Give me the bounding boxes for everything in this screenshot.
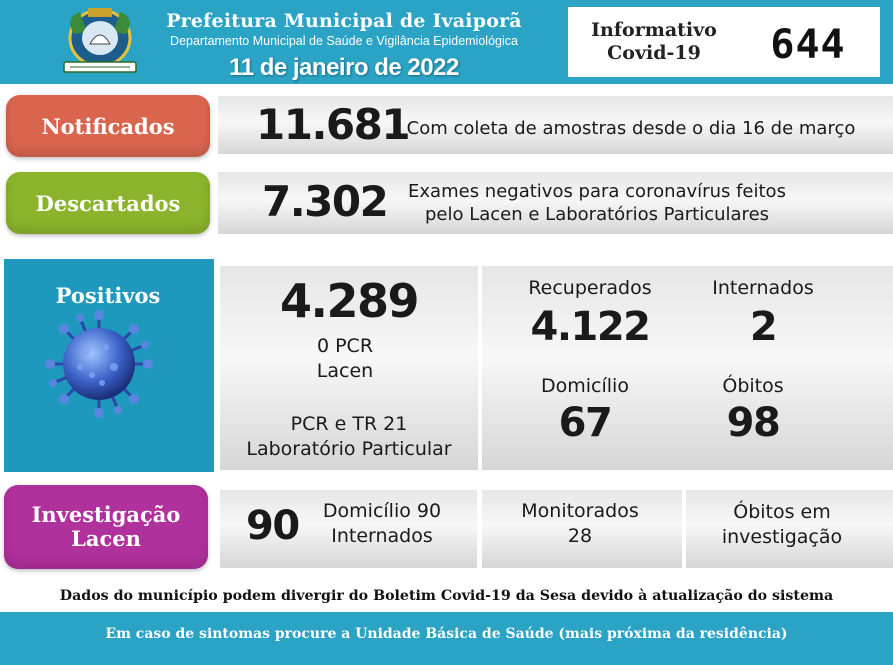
municipal-crest-icon — [63, 8, 137, 73]
informativo-number: 644 — [770, 22, 846, 68]
recuperados-label: Recuperados — [528, 277, 652, 299]
informativo-label-line1: Informativo — [591, 19, 717, 41]
notificados-value: 11.681 — [256, 100, 411, 149]
domicilio-value: 67 — [558, 400, 613, 446]
pcr-lacen-line1: 0 PCR — [316, 335, 374, 357]
footer-bar — [0, 612, 893, 665]
descartados-value: 7.302 — [262, 177, 389, 226]
monitorados-label: Monitorados — [521, 500, 639, 522]
obitos-value: 98 — [726, 400, 781, 446]
monitorados-panel — [482, 490, 682, 568]
coronavirus-icon — [45, 310, 153, 418]
descartados-description: Exames negativos para coronavírus feitos… — [392, 180, 802, 226]
informativo-label: Informativo Covid-19 — [580, 19, 728, 65]
obitos-investigacao: Óbitos em investigação — [686, 500, 878, 550]
obitos-investigacao-line1: Óbitos em — [733, 501, 831, 523]
monitorados: Monitorados 28 — [482, 499, 678, 549]
investigacao-domicilio: Domicílio 90 — [322, 500, 442, 522]
informativo-box: Informativo Covid-19 644 — [568, 7, 880, 77]
descartados-panel — [218, 172, 893, 234]
footer-banner: Em caso de sintomas procure a Unidade Bá… — [105, 626, 788, 642]
positivos-panel — [220, 266, 478, 470]
outcomes-panel — [482, 266, 893, 470]
monitorados-value: 28 — [567, 525, 593, 547]
recuperados-value: 4.122 — [530, 304, 651, 350]
positivos-value: 4.289 — [279, 274, 420, 328]
notificados-badge: Notificados — [6, 95, 210, 157]
obitos-investigacao-line2: investigação — [721, 526, 843, 548]
pcr-particular-line1: PCR e TR 21 — [290, 413, 408, 435]
investigacao-badge: Investigação Lacen — [4, 485, 208, 569]
internados-label: Internados — [712, 277, 814, 299]
descartados-description-line2: pelo Lacen e Laboratórios Particulares — [424, 204, 770, 225]
investigacao-details: Domicílio 90 Internados — [312, 499, 452, 549]
investigacao-value: 90 — [246, 503, 300, 549]
informativo-label-line2: Covid-19 — [607, 42, 701, 64]
investigacao-label-line2: Lacen — [71, 526, 141, 551]
obitos-label: Óbitos — [722, 375, 784, 397]
notificados-description: Com coleta de amostras desde o dia 16 de… — [406, 118, 856, 139]
investigacao-internados: Internados — [331, 525, 433, 547]
investigacao-panel — [220, 490, 477, 568]
positivos-pcr-particular: PCR e TR 21 Laboratório Particular — [220, 412, 478, 462]
disclaimer-note: Dados do município podem divergir do Bol… — [59, 588, 834, 604]
header-subtitle: Departamento Municipal de Saúde e Vigilâ… — [170, 34, 518, 48]
positivos-pcr-lacen: 0 PCR Lacen — [220, 334, 470, 384]
report-date: 11 de janeiro de 2022 — [229, 54, 459, 81]
descartados-description-line1: Exames negativos para coronavírus feitos — [408, 181, 786, 202]
obitos-investigacao-panel — [686, 490, 893, 568]
domicilio-label: Domicílio — [541, 375, 629, 397]
header-title: Prefeitura Municipal de Ivaiporã — [166, 10, 522, 32]
descartados-badge: Descartados — [6, 172, 210, 234]
notificados-panel — [218, 96, 893, 154]
investigacao-label-line1: Investigação — [31, 502, 181, 527]
positivos-block: Positivos — [4, 259, 214, 472]
pcr-particular-line2: Laboratório Particular — [246, 438, 452, 460]
pcr-lacen-line2: Lacen — [316, 360, 374, 382]
positivos-label: Positivos — [55, 283, 161, 308]
internados-value: 2 — [749, 304, 778, 350]
